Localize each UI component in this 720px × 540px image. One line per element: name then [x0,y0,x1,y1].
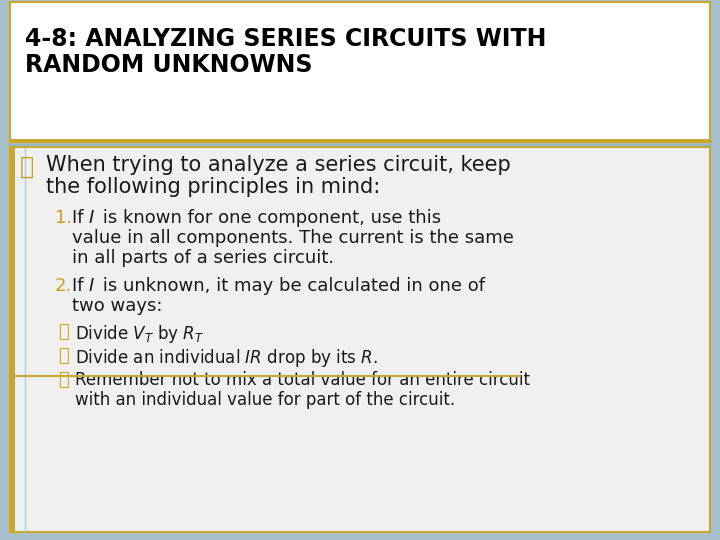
Text: ⎀: ⎀ [58,347,68,365]
Bar [10,147,15,532]
Text: ⎀: ⎀ [58,323,68,341]
Text: is unknown, it may be calculated in one of: is unknown, it may be calculated in one … [97,277,485,295]
Text: When trying to analyze a series circuit, keep: When trying to analyze a series circuit,… [46,155,510,175]
Bar [10,2,710,140]
Text: Remember not to mix a total value for an entire circuit: Remember not to mix a total value for an… [75,371,530,389]
Text: If: If [72,277,89,295]
Text: in all parts of a series circuit.: in all parts of a series circuit. [72,249,334,267]
Text: RANDOM UNKNOWNS: RANDOM UNKNOWNS [25,53,312,77]
Text: 4-8: ANALYZING SERIES CIRCUITS WITH: 4-8: ANALYZING SERIES CIRCUITS WITH [25,27,546,51]
Text: value in all components. The current is the same: value in all components. The current is … [72,229,514,247]
Text: with an individual value for part of the circuit.: with an individual value for part of the… [75,391,455,409]
Text: the following principles in mind:: the following principles in mind: [46,177,380,197]
Text: Divide an individual $IR$ drop by its $R$.: Divide an individual $IR$ drop by its $R… [75,347,378,369]
Text: 2.: 2. [55,277,72,295]
Text: If: If [72,209,89,227]
Text: $I$: $I$ [88,209,95,227]
Text: ⎀: ⎀ [20,155,34,179]
Text: Divide $V_T$ by $R_T$: Divide $V_T$ by $R_T$ [75,323,204,345]
Text: is known for one component, use this: is known for one component, use this [97,209,441,227]
Text: ⎀: ⎀ [58,371,68,389]
Text: two ways:: two ways: [72,297,163,315]
Bar [10,147,710,532]
Text: 1.: 1. [55,209,72,227]
Text: $I$: $I$ [88,277,95,295]
